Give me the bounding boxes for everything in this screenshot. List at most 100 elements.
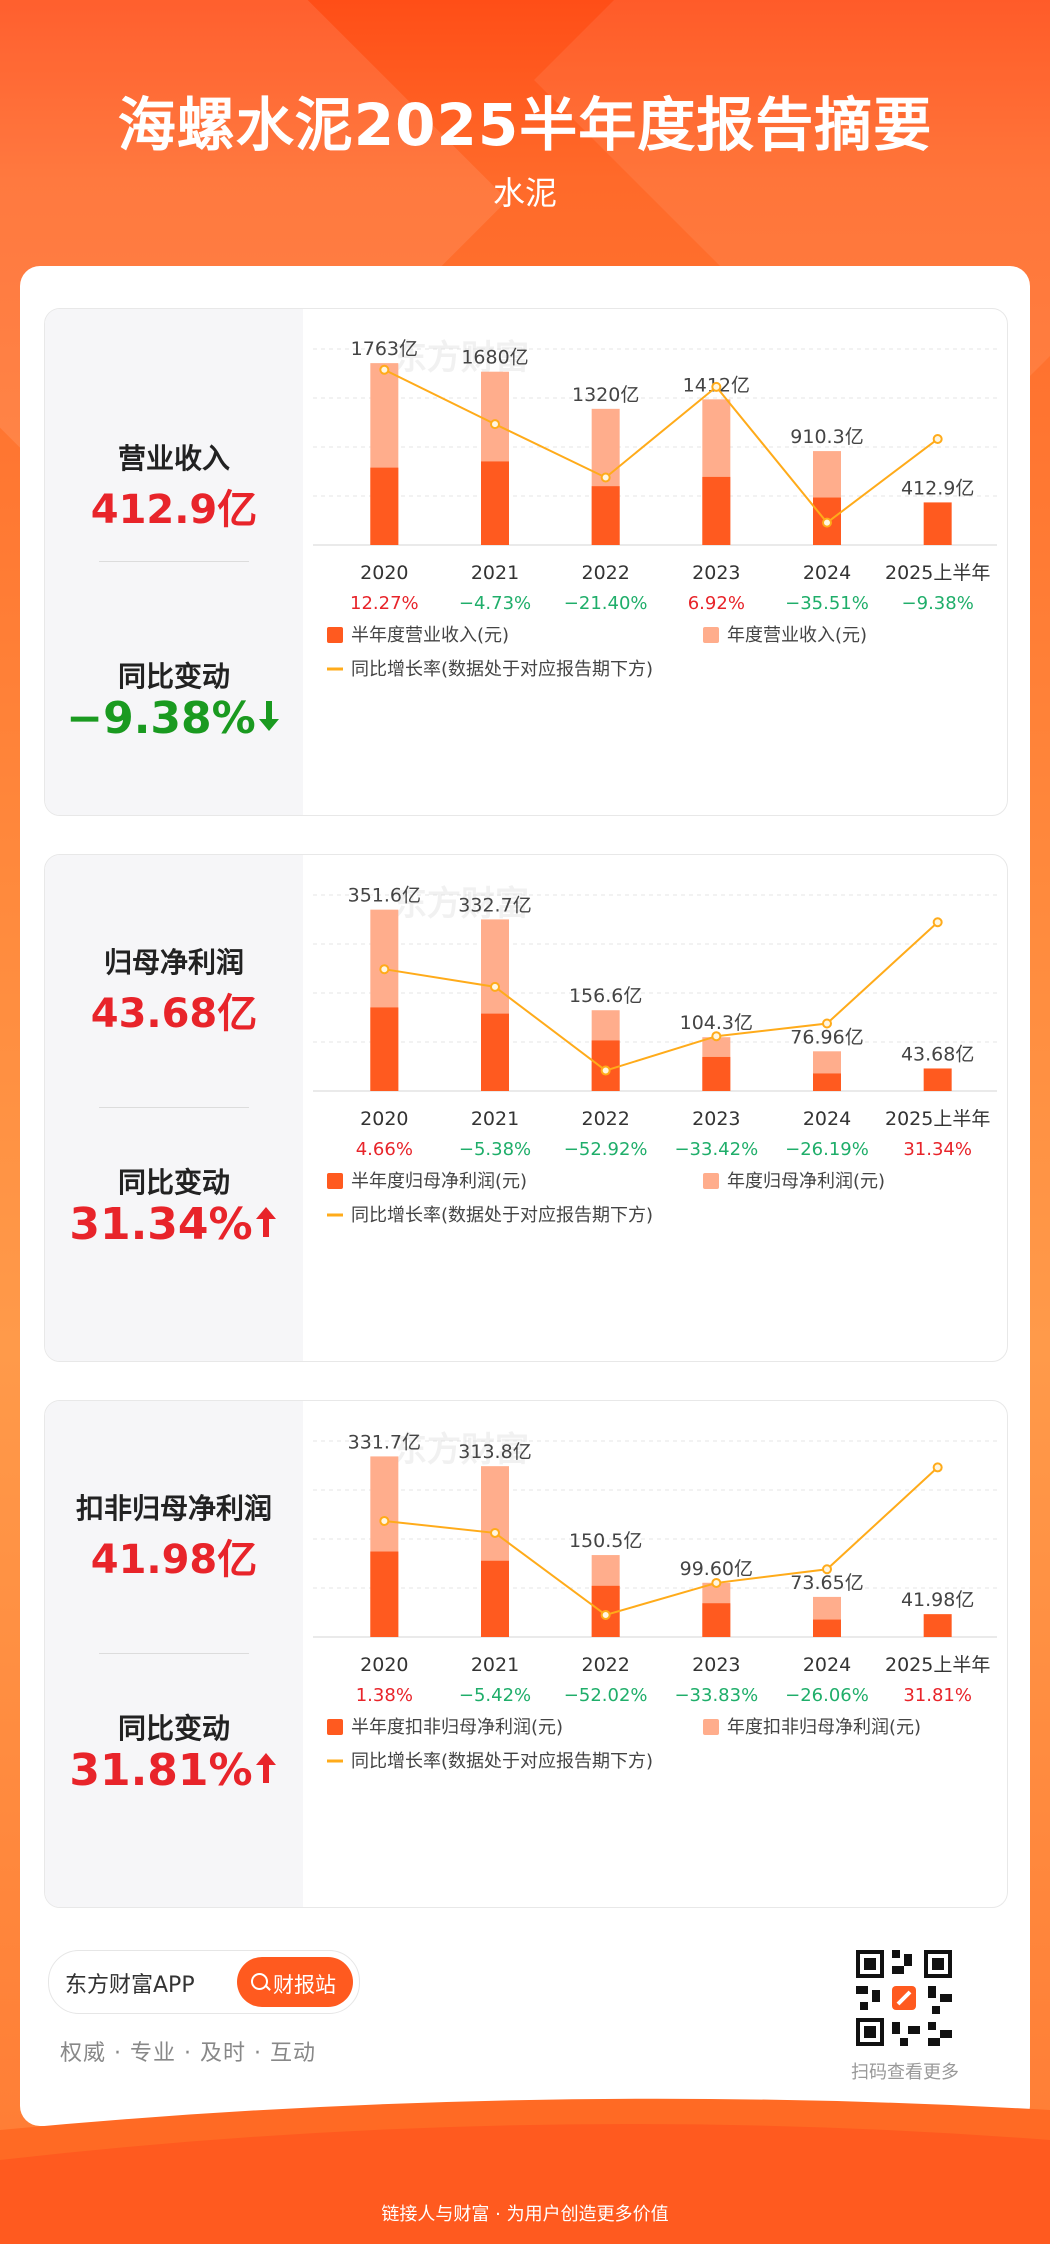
slogan: 权威 · 专业 · 及时 · 互动 <box>60 2041 316 2066</box>
metric-name: 扣非归母净利润 <box>75 1492 272 1525</box>
growth-point <box>822 1018 832 1029</box>
change-value: 31.81% <box>45 1745 303 1796</box>
divider <box>99 1107 249 1108</box>
change-value-text: −9.38% <box>66 693 256 744</box>
growth-label: −4.73% <box>459 593 531 614</box>
x-tick-label: 2020 <box>360 562 408 584</box>
growth-line <box>384 921 939 1072</box>
growth-label: 1.38% <box>356 1685 413 1706</box>
growth-point <box>822 1564 832 1575</box>
half-year-bar <box>813 1619 841 1637</box>
legend-swatch-half <box>327 1719 343 1735</box>
x-tick-label: 2021 <box>471 1654 519 1676</box>
legend-label-annual: 年度营业收入(元) <box>727 625 867 646</box>
change-label: 同比变动 <box>117 1166 230 1199</box>
half-year-bar <box>481 1013 509 1091</box>
growth-label: −52.02% <box>564 1685 648 1706</box>
x-tick-label: 2023 <box>692 1654 740 1676</box>
x-tick-label: 2024 <box>803 1108 851 1130</box>
x-tick-label: 2022 <box>581 1654 629 1676</box>
growth-label: 12.27% <box>350 593 419 614</box>
bottom-tagline: 链接人与财富 · 为用户创造更多价值 <box>381 2204 669 2225</box>
metric-sidebar: 营业收入 412.9亿 同比变动 −9.38% <box>45 309 303 815</box>
legend-swatch-half <box>327 1173 343 1189</box>
arrow-up-icon <box>255 1753 276 1783</box>
legend-label-growth: 同比增长率(数据处于对应报告期下方) <box>351 659 653 680</box>
growth-point <box>379 964 390 975</box>
watermark: 东方财富 <box>393 884 529 924</box>
half-year-bar <box>370 1007 399 1091</box>
qr-caption: 扫码查看更多 <box>851 2062 959 2083</box>
growth-line <box>384 1466 939 1617</box>
value-label: 43.68亿 <box>901 1043 974 1065</box>
change-value-text: 31.34% <box>69 1199 253 1250</box>
value-label: 76.96亿 <box>790 1026 863 1048</box>
growth-label: −5.38% <box>459 1139 531 1160</box>
search-icon <box>251 1973 268 1990</box>
growth-label: 31.34% <box>903 1139 972 1160</box>
growth-label: −26.19% <box>785 1139 869 1160</box>
x-tick-label: 2025上半年 <box>885 1108 990 1130</box>
watermark: 东方财富 <box>393 338 529 378</box>
growth-point <box>822 517 832 528</box>
growth-point <box>932 434 943 445</box>
growth-point <box>711 381 722 392</box>
value-label: 331.7亿 <box>348 1431 421 1453</box>
half-year-bar <box>370 467 399 545</box>
search-button[interactable]: 财报站 <box>237 1957 353 2007</box>
growth-point <box>379 1515 390 1526</box>
deducted-net-profit-panel: 扣非归母净利润 41.98亿 同比变动 31.81% 东方财富 331.7亿 202… <box>44 1400 1008 1908</box>
arrow-up-icon <box>255 1207 276 1237</box>
value-label: 41.98亿 <box>901 1589 974 1611</box>
value-label: 910.3亿 <box>790 426 863 448</box>
value-label: 150.5亿 <box>569 1530 642 1552</box>
x-tick-label: 2025上半年 <box>885 1654 990 1676</box>
growth-line <box>383 368 939 525</box>
change-value: 31.34% <box>45 1199 303 1250</box>
growth-label: −9.38% <box>902 593 974 614</box>
growth-label: −26.06% <box>785 1685 869 1706</box>
growth-label: 4.66% <box>356 1139 413 1160</box>
half-year-bar <box>702 1603 731 1637</box>
watermark: 东方财富 <box>393 1430 529 1470</box>
growth-point <box>490 1527 500 1538</box>
value-label: 104.3亿 <box>680 1012 753 1034</box>
qr-code-icon[interactable] <box>852 1946 956 2050</box>
growth-point <box>932 917 943 928</box>
growth-label: −52.92% <box>564 1139 648 1160</box>
metric-name: 营业收入 <box>117 442 230 475</box>
x-tick-label: 2020 <box>360 1108 408 1130</box>
net-profit-panel: 归母净利润 43.68亿 同比变动 31.34% 东方财富 351.6亿 2020 4… <box>44 854 1008 1362</box>
divider <box>99 561 249 562</box>
x-tick-label: 2025上半年 <box>885 562 990 584</box>
growth-point <box>490 981 500 992</box>
search-button-label: 财报站 <box>273 1973 336 1997</box>
growth-label: −5.42% <box>459 1685 531 1706</box>
bottom-wave <box>0 2098 1050 2244</box>
growth-point <box>600 472 611 483</box>
legend-label-annual: 年度扣非归母净利润(元) <box>727 1717 921 1738</box>
change-label: 同比变动 <box>117 1712 230 1745</box>
change-value-text: 31.81% <box>69 1745 253 1796</box>
legend-label-growth: 同比增长率(数据处于对应报告期下方) <box>351 1751 653 1772</box>
growth-label: −33.42% <box>674 1139 758 1160</box>
app-search-pill[interactable]: 东方财富APP 财报站 <box>48 1950 360 2014</box>
x-tick-label: 2021 <box>471 1108 519 1130</box>
arrow-down-icon <box>258 701 279 731</box>
growth-point <box>379 364 390 375</box>
app-name: 东方财富APP <box>65 1973 195 1998</box>
value-label: 1320亿 <box>572 384 639 406</box>
growth-label: 31.81% <box>903 1685 972 1706</box>
value-label: 351.6亿 <box>348 885 421 907</box>
change-value: −9.38% <box>45 693 303 744</box>
metric-value: 41.98亿 <box>90 1537 258 1583</box>
change-label: 同比变动 <box>117 660 230 693</box>
x-tick-label: 2024 <box>803 1654 851 1676</box>
value-label: 99.60亿 <box>680 1558 753 1580</box>
growth-label: 6.92% <box>688 593 745 614</box>
x-tick-label: 2022 <box>581 562 629 584</box>
metric-sidebar: 归母净利润 43.68亿 同比变动 31.34% <box>45 855 303 1361</box>
